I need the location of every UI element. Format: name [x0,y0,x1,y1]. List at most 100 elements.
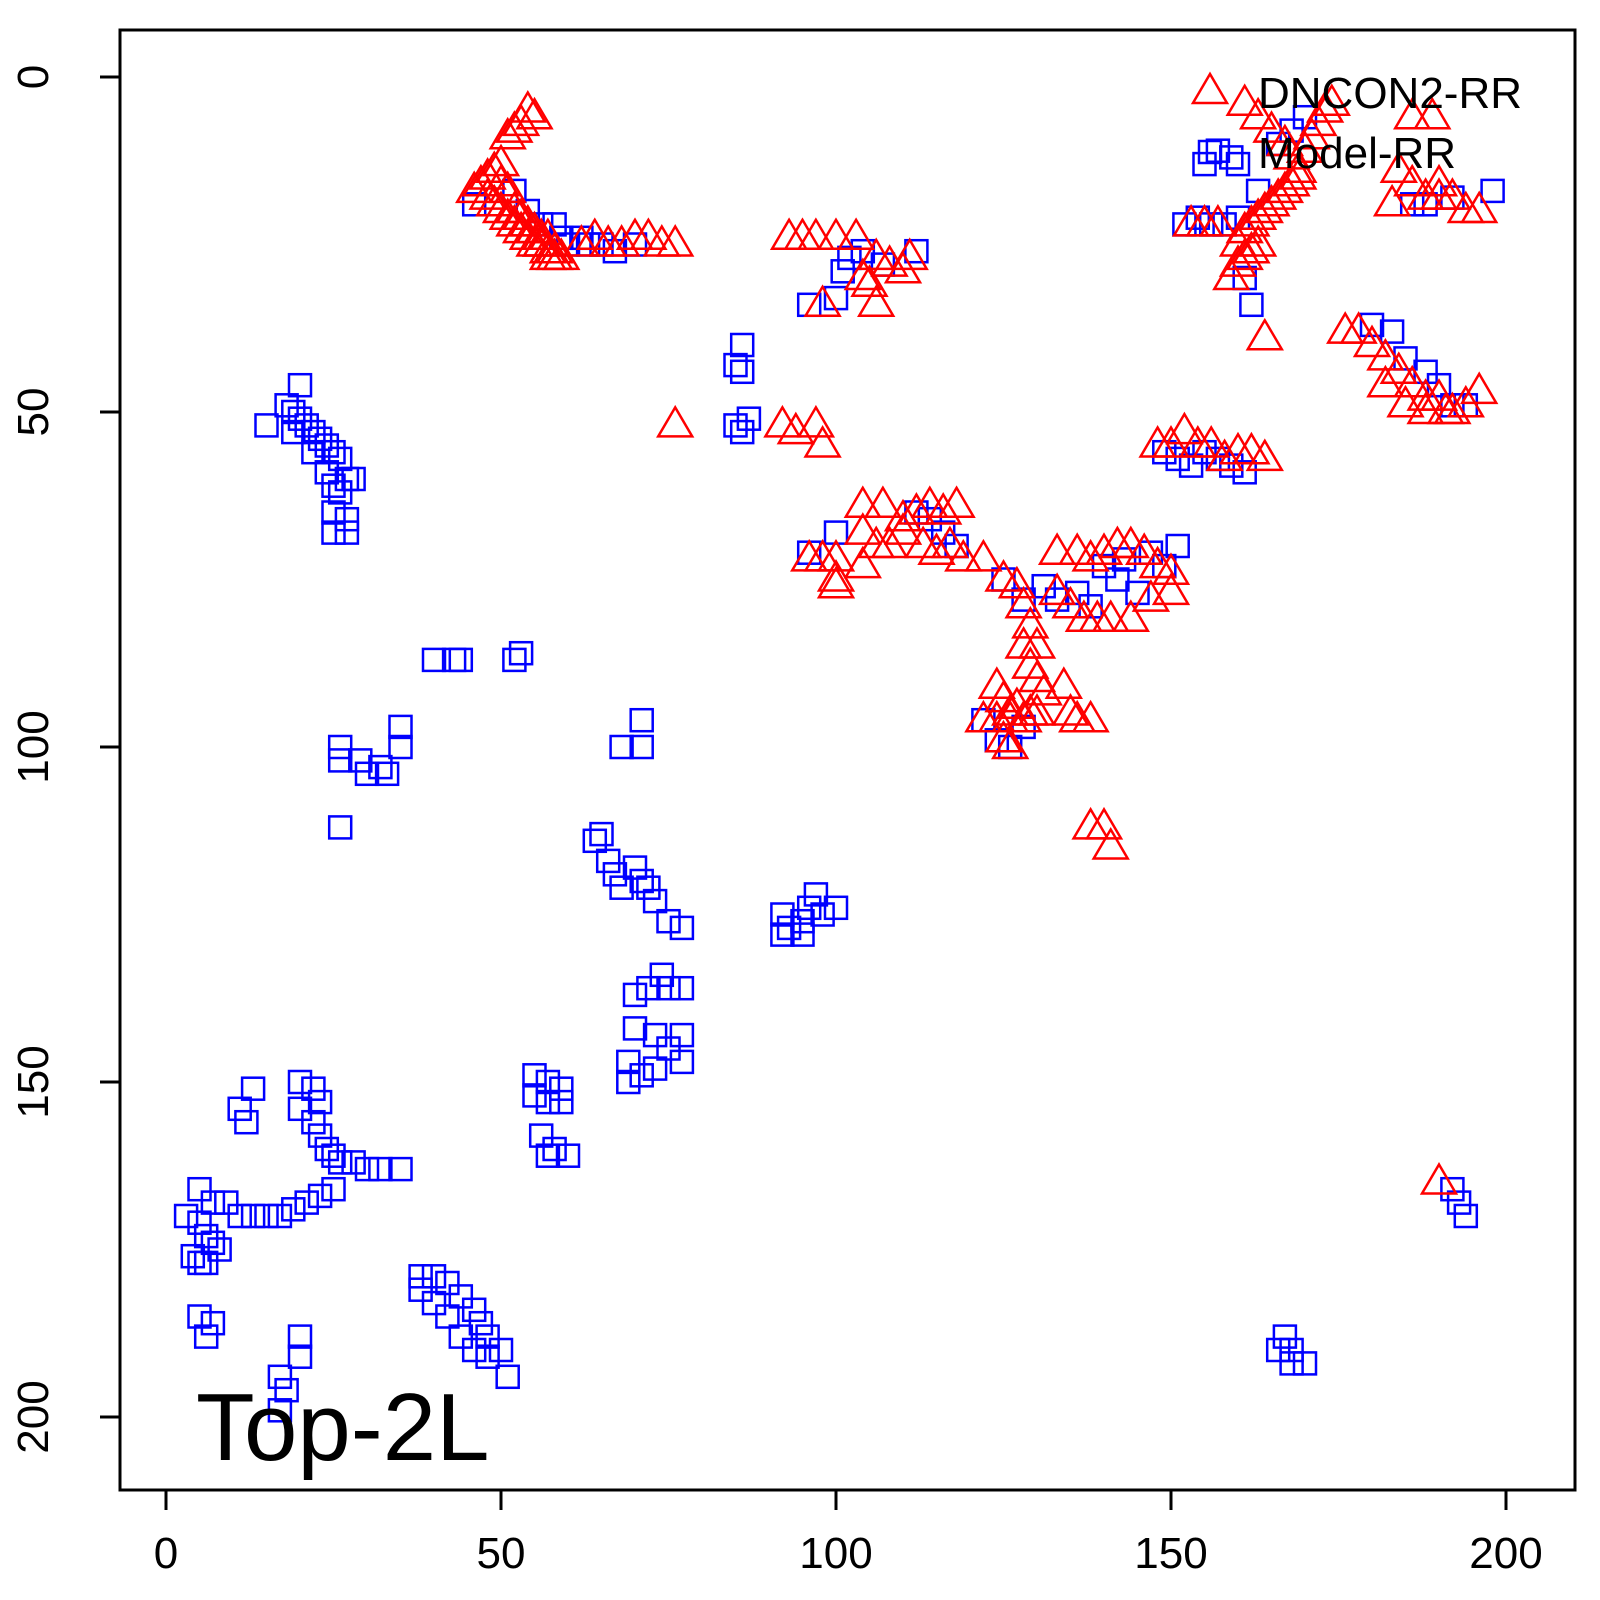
model-rr-point [535,1143,561,1168]
model-rr-point [495,1364,520,1390]
model-rr-point [535,1089,561,1115]
model-rr-point [327,446,353,472]
model-rr-point [616,1049,641,1075]
model-rr-point [656,1036,681,1061]
dncon2-rr-point [843,545,882,579]
model-rr-point [287,406,313,431]
model-rr-point [1480,178,1505,204]
dncon2-rr-point [1406,391,1445,425]
dncon2-rr-point [1212,257,1251,291]
model-rr-point [301,1076,326,1101]
dncon2-rr-point [1084,806,1124,840]
dncon2-rr-point [1051,693,1090,726]
dncon2-rr-point [656,404,695,438]
model-rr-point [287,1069,313,1095]
model-rr-point [595,848,621,874]
model-rr-point [502,647,527,673]
model-rr-point [193,1324,219,1349]
dncon2-rr-point [1245,438,1284,472]
dncon2-rr-point [656,224,695,257]
model-rr-point [214,1190,239,1215]
y-tick-label: 200 [9,1380,58,1453]
model-rr-point [1379,319,1405,344]
model-rr-point [200,1190,226,1215]
dncon2-rr-point [890,237,929,271]
dncon2-rr-point [1004,585,1043,619]
model-rr-point [830,259,855,284]
model-rr-point [729,359,755,385]
model-rr-point [321,1143,346,1168]
dncon2-rr-point [475,183,514,217]
x-tick-label: 150 [1134,1529,1207,1578]
dncon2-rr-point [515,96,554,130]
model-rr-point [542,1136,567,1162]
dncon2-rr-point [1279,157,1318,190]
model-rr-point [1078,594,1103,619]
model-rr-point [448,1284,474,1309]
model-rr-point [193,1250,219,1276]
dncon2-rr-point [1131,579,1171,612]
model-rr-point [435,1270,460,1296]
model-rr-point [669,975,695,1001]
model-rr-point [790,908,815,934]
model-rr-point [173,1203,199,1229]
model-rr-point [1105,567,1130,592]
model-rr-point [287,372,313,398]
model-rr-point [307,1183,333,1209]
model-rr-point [770,902,795,927]
dncon2-rr-point [1460,371,1499,405]
model-rr-point [1232,460,1257,485]
dncon2-rr-point [984,719,1023,753]
model-rr-point [354,761,380,787]
model-rr-point [307,1123,333,1148]
model-rr-point [1185,205,1211,230]
model-rr-point [1279,1337,1304,1363]
dncon2-rr-point [1426,391,1465,425]
model-rr-point [522,1083,547,1108]
model-rr-point [234,1109,259,1135]
model-rr-point [267,1203,293,1229]
model-rr-point [622,1016,648,1041]
dncon2-rr-point [1419,1162,1459,1195]
dncon2-rr-point [816,559,856,592]
model-rr-point [307,1089,333,1115]
model-rr-point [321,473,346,498]
dncon2-rr-point [1051,585,1090,619]
model-rr-point [388,1156,413,1182]
model-rr-point [187,1250,212,1276]
dncon2-rr-point [816,565,856,599]
dncon2-rr-point [863,485,903,519]
model-rr-point [1393,346,1418,371]
model-rr-point [1272,1324,1298,1349]
model-rr-point [327,815,353,840]
model-rr-point [616,1069,641,1095]
dncon2-rr-point [843,512,882,545]
model-rr-point [348,748,373,773]
legend-label: Model-RR [1258,129,1456,178]
dncon2-rr-point [883,512,923,545]
model-rr-point [327,480,353,505]
model-rr-point [930,520,956,545]
dncon2-rr-point [1091,599,1130,632]
x-tick-label: 200 [1469,1529,1542,1578]
dncon2-rr-point [850,264,889,297]
dncon2-rr-point [1379,351,1418,385]
dncon2-rr-point [1125,532,1164,565]
model-rr-point [240,1076,266,1101]
dncon2-rr-point [1044,666,1083,699]
dncon2-rr-point [1460,190,1499,224]
dncon2-rr-point [562,224,601,257]
dncon2-rr-point [836,217,876,251]
x-tick-label: 100 [799,1529,872,1578]
model-rr-point [1446,1190,1472,1215]
model-rr-point [254,413,279,438]
model-rr-point [609,734,634,760]
model-rr-point [475,1344,500,1369]
model-rr-point [810,902,835,927]
dncon2-rr-point [1352,324,1392,358]
legend-triangle-icon [1190,71,1230,105]
dncon2-rr-point [1386,384,1425,418]
model-rr-point [287,1344,313,1369]
dncon2-rr-point [508,203,547,237]
